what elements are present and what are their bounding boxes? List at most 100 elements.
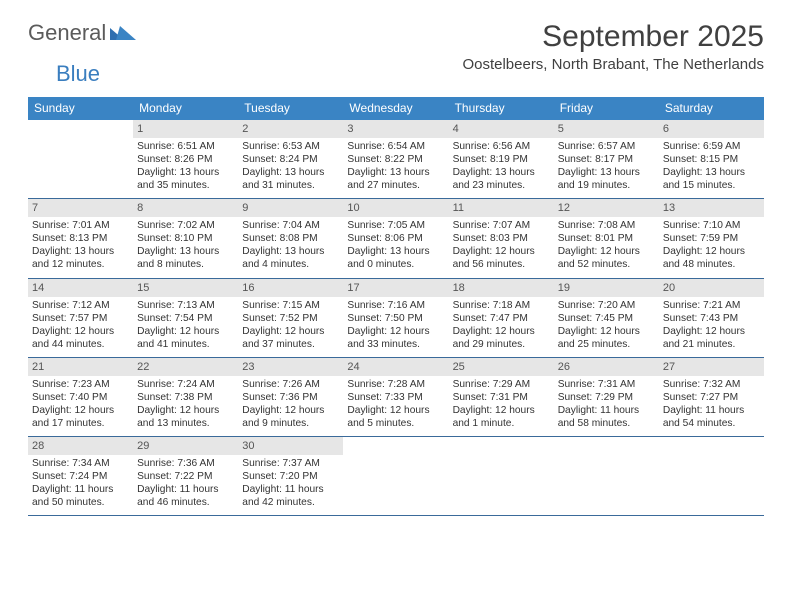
location-subtitle: Oostelbeers, North Brabant, The Netherla… [462,56,764,73]
day-cell: 25Sunrise: 7:29 AMSunset: 7:31 PMDayligh… [449,358,554,436]
sunset-text: Sunset: 8:13 PM [32,232,129,245]
daylight-text: Daylight: 12 hours and 17 minutes. [32,404,129,430]
week-row: 28Sunrise: 7:34 AMSunset: 7:24 PMDayligh… [28,437,764,516]
sunset-text: Sunset: 7:20 PM [242,470,339,483]
sunset-text: Sunset: 7:33 PM [347,391,444,404]
sunset-text: Sunset: 7:36 PM [242,391,339,404]
sunset-text: Sunset: 7:24 PM [32,470,129,483]
day-cell: 6Sunrise: 6:59 AMSunset: 8:15 PMDaylight… [659,120,764,198]
daylight-text: Daylight: 12 hours and 29 minutes. [453,325,550,351]
daylight-text: Daylight: 12 hours and 1 minute. [453,404,550,430]
daylight-text: Daylight: 12 hours and 48 minutes. [663,245,760,271]
sunrise-text: Sunrise: 7:23 AM [32,378,129,391]
day-number: 21 [28,358,133,376]
sunrise-text: Sunrise: 6:57 AM [558,140,655,153]
daylight-text: Daylight: 12 hours and 25 minutes. [558,325,655,351]
day-number: 4 [449,120,554,138]
day-number: 3 [343,120,448,138]
day-cell: 1Sunrise: 6:51 AMSunset: 8:26 PMDaylight… [133,120,238,198]
logo-text-1: General [28,20,106,46]
sunrise-text: Sunrise: 7:15 AM [242,299,339,312]
day-cell: 10Sunrise: 7:05 AMSunset: 8:06 PMDayligh… [343,199,448,277]
sunset-text: Sunset: 7:27 PM [663,391,760,404]
sunset-text: Sunset: 8:01 PM [558,232,655,245]
sunrise-text: Sunrise: 7:29 AM [453,378,550,391]
sunset-text: Sunset: 7:29 PM [558,391,655,404]
sunset-text: Sunset: 7:22 PM [137,470,234,483]
weeks-container: 1Sunrise: 6:51 AMSunset: 8:26 PMDaylight… [28,120,764,516]
title-block: September 2025 Oostelbeers, North Braban… [462,20,764,73]
daylight-text: Daylight: 12 hours and 44 minutes. [32,325,129,351]
day-cell: 23 Sunrise: 7:26 AMSunset: 7:36 PMDayligh… [238,358,343,436]
sunrise-text: Sunrise: 7:20 AM [558,299,655,312]
sunrise-text: Sunrise: 7:08 AM [558,219,655,232]
sunset-text: Sunset: 7:50 PM [347,312,444,325]
day-cell [554,437,659,515]
daylight-text: Daylight: 12 hours and 37 minutes. [242,325,339,351]
day-cell: 17Sunrise: 7:16 AMSunset: 7:50 PMDayligh… [343,279,448,357]
day-number: 7 [28,199,133,217]
daylight-text: Daylight: 12 hours and 13 minutes. [137,404,234,430]
day-number: 1 [133,120,238,138]
daylight-text: Daylight: 11 hours and 58 minutes. [558,404,655,430]
day-cell: 21Sunrise: 7:23 AMSunset: 7:40 PMDayligh… [28,358,133,436]
day-cell: 13Sunrise: 7:10 AMSunset: 7:59 PMDayligh… [659,199,764,277]
sunset-text: Sunset: 8:15 PM [663,153,760,166]
day-cell: 16 Sunrise: 7:15 AMSunset: 7:52 PMDayligh… [238,279,343,357]
sunrise-text: Sunrise: 7:31 AM [558,378,655,391]
daylight-text: Daylight: 12 hours and 52 minutes. [558,245,655,271]
sunset-text: Sunset: 7:52 PM [242,312,339,325]
sunset-text: Sunset: 8:19 PM [453,153,550,166]
sunset-text: Sunset: 7:45 PM [558,312,655,325]
daylight-text: Daylight: 13 hours and 12 minutes. [32,245,129,271]
day-cell: 28Sunrise: 7:34 AMSunset: 7:24 PMDayligh… [28,437,133,515]
sunrise-text: Sunrise: 6:59 AM [663,140,760,153]
day-number: 16 [238,279,343,297]
day-number: 15 [133,279,238,297]
daylight-text: Daylight: 13 hours and 35 minutes. [137,166,234,192]
page: General September 2025 Oostelbeers, Nort… [0,0,792,526]
week-row: 1Sunrise: 6:51 AMSunset: 8:26 PMDaylight… [28,120,764,199]
day-cell: 12Sunrise: 7:08 AMSunset: 8:01 PMDayligh… [554,199,659,277]
sunset-text: Sunset: 8:22 PM [347,153,444,166]
dow-header-row: SundayMondayTuesdayWednesdayThursdayFrid… [28,97,764,120]
sunrise-text: Sunrise: 7:36 AM [137,457,234,470]
daylight-text: Daylight: 12 hours and 21 minutes. [663,325,760,351]
daylight-text: Daylight: 13 hours and 15 minutes. [663,166,760,192]
week-row: 14Sunrise: 7:12 AMSunset: 7:57 PMDayligh… [28,279,764,358]
daylight-text: Daylight: 13 hours and 27 minutes. [347,166,444,192]
daylight-text: Daylight: 12 hours and 56 minutes. [453,245,550,271]
daylight-text: Daylight: 12 hours and 9 minutes. [242,404,339,430]
day-number: 18 [449,279,554,297]
sunrise-text: Sunrise: 7:26 AM [242,378,339,391]
day-cell: 9Sunrise: 7:04 AMSunset: 8:08 PMDaylight… [238,199,343,277]
day-cell: 18Sunrise: 7:18 AMSunset: 7:47 PMDayligh… [449,279,554,357]
daylight-text: Daylight: 12 hours and 41 minutes. [137,325,234,351]
sunrise-text: Sunrise: 6:56 AM [453,140,550,153]
month-title: September 2025 [462,20,764,54]
day-number: 23 [238,358,343,376]
sunrise-text: Sunrise: 7:04 AM [242,219,339,232]
day-number: 19 [554,279,659,297]
sunrise-text: Sunrise: 7:34 AM [32,457,129,470]
sunset-text: Sunset: 8:03 PM [453,232,550,245]
sunrise-text: Sunrise: 7:18 AM [453,299,550,312]
sunset-text: Sunset: 8:26 PM [137,153,234,166]
day-cell: 4Sunrise: 6:56 AMSunset: 8:19 PMDaylight… [449,120,554,198]
calendar: SundayMondayTuesdayWednesdayThursdayFrid… [28,97,764,516]
day-number: 8 [133,199,238,217]
dow-cell: Wednesday [343,97,448,120]
dow-cell: Friday [554,97,659,120]
day-cell: 19 Sunrise: 7:20 AMSunset: 7:45 PMDayligh… [554,279,659,357]
sunset-text: Sunset: 8:24 PM [242,153,339,166]
day-number: 24 [343,358,448,376]
daylight-text: Daylight: 13 hours and 31 minutes. [242,166,339,192]
dow-cell: Sunday [28,97,133,120]
daylight-text: Daylight: 12 hours and 33 minutes. [347,325,444,351]
day-cell [28,120,133,198]
day-cell: 26Sunrise: 7:31 AMSunset: 7:29 PMDayligh… [554,358,659,436]
sunrise-text: Sunrise: 7:37 AM [242,457,339,470]
sunrise-text: Sunrise: 7:01 AM [32,219,129,232]
sunset-text: Sunset: 7:31 PM [453,391,550,404]
day-number: 10 [343,199,448,217]
